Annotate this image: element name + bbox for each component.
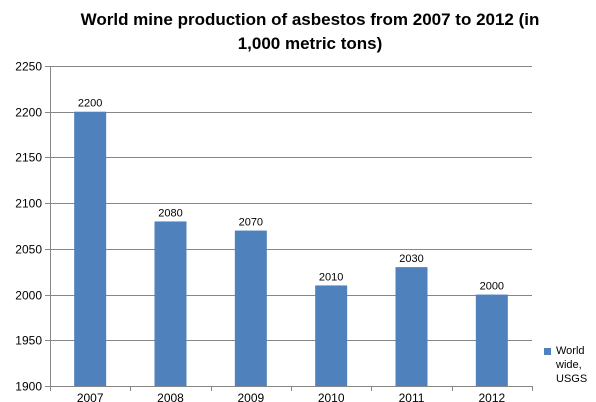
bar-2012: [475, 294, 508, 386]
data-label-2007: 2200: [78, 98, 102, 110]
chart-title: World mine production of asbestos from 2…: [80, 10, 540, 53]
y-tick-label: 2150: [15, 151, 42, 165]
x-tick-label-2011: 2011: [399, 391, 425, 402]
data-label-2010: 2010: [319, 271, 343, 283]
bar-2009: [234, 230, 267, 386]
y-tick-label: 2050: [15, 243, 42, 257]
data-label-2009: 2070: [239, 217, 263, 229]
x-tick-label-2007: 2007: [77, 391, 104, 402]
x-tick-label-2010: 2010: [318, 391, 345, 402]
bar-2008: [154, 221, 187, 386]
y-tick-label: 1950: [15, 334, 42, 348]
data-label-2008: 2080: [158, 207, 182, 219]
x-tick-label-2012: 2012: [478, 391, 505, 402]
y-tick-label: 2100: [15, 197, 42, 211]
x-tick-label-2009: 2009: [237, 391, 264, 402]
bar-2010: [315, 285, 348, 386]
y-tick-label: 2000: [15, 289, 42, 303]
x-tick-label-2008: 2008: [157, 391, 184, 402]
y-tick-label: 2200: [15, 106, 42, 120]
data-label-2011: 2030: [399, 253, 423, 265]
y-tick-label: 2250: [15, 60, 42, 74]
bar-2007: [74, 111, 107, 386]
data-label-2012: 2000: [480, 281, 504, 293]
bar-2011: [395, 267, 428, 386]
legend-label: World wide, USGS: [556, 345, 588, 385]
y-tick-label: 1900: [15, 380, 42, 394]
legend-swatch: [544, 348, 551, 355]
